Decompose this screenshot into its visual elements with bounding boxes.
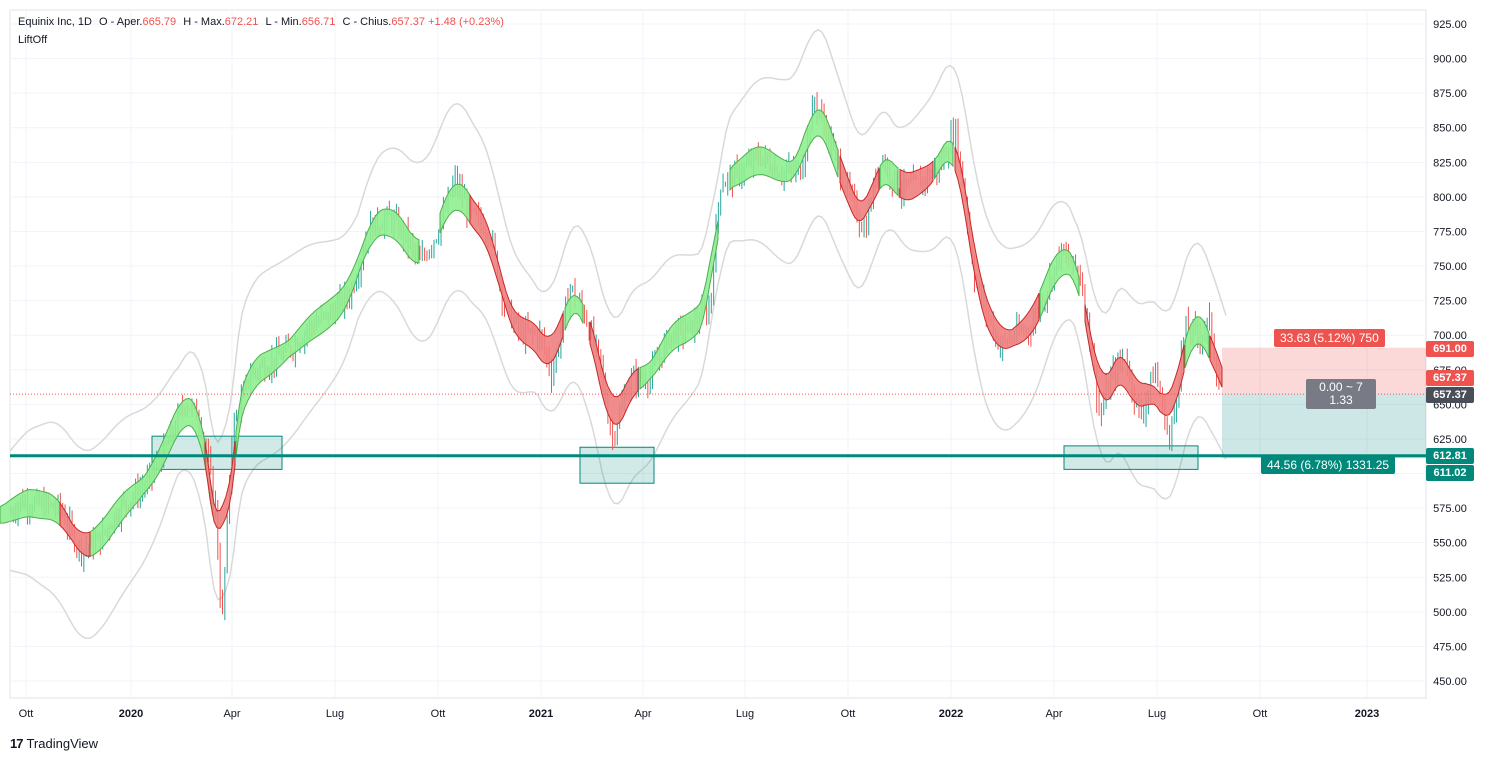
x-tick-label: 2020 [119, 708, 143, 720]
open-label: O - Aper. [99, 16, 143, 28]
band-bullish [1039, 249, 1080, 319]
band-bullish [235, 208, 420, 457]
y-tick-label: 700.00 [1433, 330, 1467, 342]
band-bearish [1209, 335, 1223, 388]
x-tick-label: Ott [431, 708, 446, 720]
x-tick-label: Ott [841, 708, 856, 720]
band-bearish [589, 321, 639, 425]
close-value: 657.37 [391, 16, 426, 28]
time-axis[interactable]: Ott 2020 Apr Lug Ott 2021 Apr Lug Ott 2022 Apr Lug O… [10, 697, 1426, 720]
y-tick-label: 825.00 [1433, 157, 1467, 169]
long-position-tool[interactable] [10, 347, 1426, 459]
envelope-band [9, 28, 1227, 640]
band-bullish [639, 220, 719, 391]
band-bearish [899, 160, 934, 201]
price-tag-close: 657.37 [1426, 370, 1474, 386]
y-tick-label: 725.00 [1433, 296, 1467, 308]
x-tick-label: Lug [736, 708, 754, 720]
low-label: L - Min. [265, 16, 302, 28]
price-tag-entry: 657.37 [1426, 387, 1474, 403]
y-tick-label: 550.00 [1433, 538, 1467, 550]
y-tick-label: 925.00 [1433, 19, 1467, 31]
y-tick-label: 475.00 [1433, 641, 1467, 653]
brand-name: TradingView [26, 736, 99, 751]
ratio-line2: 1.33 [1329, 393, 1353, 407]
support-zone-box[interactable] [1063, 445, 1199, 470]
tradingview-brand[interactable]: 17 TradingView [10, 736, 98, 751]
open-value: 665.79 [142, 16, 177, 28]
tradingview-logo-icon: 17 [10, 736, 24, 751]
x-tick-label: Apr [1045, 708, 1062, 720]
band-bullish [1184, 316, 1210, 369]
y-tick-label: 575.00 [1433, 503, 1467, 515]
high-label: H - Max. [183, 16, 225, 28]
support-zone-box[interactable] [579, 446, 655, 484]
liftoff-bands [0, 109, 1223, 558]
price-tag-stop: 611.02 [1426, 465, 1474, 481]
symbol-name: Equinix Inc, 1D [18, 16, 92, 28]
band-bearish [954, 146, 1040, 350]
x-tick-label: Ott [19, 708, 34, 720]
y-tick-label: 450.00 [1433, 676, 1467, 688]
y-tick-label: 525.00 [1433, 572, 1467, 584]
band-bearish [839, 155, 880, 222]
y-tick-label: 500.00 [1433, 607, 1467, 619]
y-tick-label: 750.00 [1433, 261, 1467, 273]
x-tick-label: 2021 [529, 708, 553, 720]
band-bullish [879, 159, 899, 197]
support-zones[interactable] [151, 435, 1199, 484]
y-tick-label: 775.00 [1433, 226, 1467, 238]
x-tick-label: Ott [1253, 708, 1268, 720]
band-bullish [564, 294, 584, 331]
envelope-upper-line [9, 28, 1227, 452]
y-tick-label: 850.00 [1433, 123, 1467, 135]
band-bearish [59, 501, 91, 557]
band-bullish [729, 109, 839, 192]
x-tick-label: Lug [1148, 708, 1166, 720]
band-bullish [934, 140, 954, 180]
band-bearish [1084, 304, 1185, 417]
stop-tag[interactable]: 44.56 (6.78%) 1331.25 [1261, 456, 1396, 474]
symbol-legend: Equinix Inc, 1D O - Aper.665.79 H - Max.… [18, 16, 504, 28]
y-tick-label: 800.00 [1433, 192, 1467, 204]
high-value: 672.21 [224, 16, 259, 28]
target-tag[interactable]: 33.63 (5.12%) 750 [1274, 329, 1385, 347]
ratio-line1: 0.00 ~ 7 [1319, 380, 1363, 394]
low-value: 656.71 [301, 16, 336, 28]
y-tick-label: 625.00 [1433, 434, 1467, 446]
y-tick-label: 900.00 [1433, 54, 1467, 66]
change-value: +1.48 (+0.23%) [428, 16, 504, 28]
y-tick-label: 875.00 [1433, 88, 1467, 100]
price-tag-target: 691.00 [1426, 341, 1474, 357]
ratio-box[interactable]: 0.00 ~ 7 1.33 [1306, 379, 1376, 409]
x-tick-label: 2023 [1355, 708, 1379, 720]
close-label: C - Chius. [342, 16, 392, 28]
x-tick-label: Apr [634, 708, 651, 720]
band-bearish [204, 441, 236, 530]
band-bearish [469, 193, 564, 365]
x-tick-label: 2022 [939, 708, 963, 720]
indicator-legend[interactable]: LiftOff [18, 34, 48, 46]
x-tick-label: Apr [223, 708, 240, 720]
price-tag-support: 612.81 [1426, 448, 1474, 464]
envelope-lower-line [9, 215, 1227, 640]
x-tick-label: Lug [326, 708, 344, 720]
